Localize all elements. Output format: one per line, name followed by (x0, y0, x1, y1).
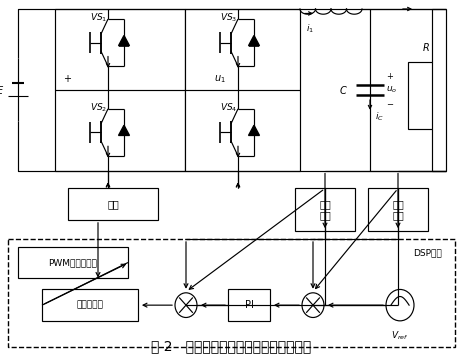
Text: $VS_2$: $VS_2$ (90, 102, 107, 114)
Text: $VS_4$: $VS_4$ (220, 102, 238, 114)
Polygon shape (119, 36, 130, 46)
Text: $u_1$: $u_1$ (214, 74, 226, 85)
Text: 电压
采样: 电压 采样 (392, 199, 404, 220)
Text: $C$: $C$ (339, 84, 348, 96)
Bar (8, 239, 455, 347)
Text: 图 2   逆变器等效电路及其控制策略框图: 图 2 逆变器等效电路及其控制策略框图 (151, 339, 312, 353)
Bar (18, 247, 128, 278)
Text: $VS_1$: $VS_1$ (90, 12, 107, 24)
Text: 电流
采样: 电流 采样 (319, 199, 331, 220)
Text: PI: PI (244, 300, 253, 310)
Text: $i_1$: $i_1$ (306, 22, 314, 35)
Bar (408, 62, 432, 129)
Text: $V_{ref}$: $V_{ref}$ (391, 330, 409, 342)
Text: $E$: $E$ (0, 84, 4, 96)
Bar (228, 289, 270, 321)
Text: 无差拍控制: 无差拍控制 (76, 300, 103, 310)
Text: $R$: $R$ (422, 41, 430, 53)
Bar (55, 9, 185, 171)
Bar (68, 188, 158, 220)
Text: 驱动: 驱动 (107, 199, 119, 209)
Polygon shape (119, 125, 130, 135)
Text: PWM波生成部分: PWM波生成部分 (49, 258, 97, 267)
Text: $VS_3$: $VS_3$ (220, 12, 238, 24)
Text: $i_C$: $i_C$ (375, 111, 384, 123)
Text: $+$: $+$ (63, 73, 72, 84)
Text: $+$: $+$ (386, 71, 394, 81)
Polygon shape (249, 36, 259, 46)
Bar (368, 188, 428, 231)
Polygon shape (249, 125, 259, 135)
Bar (185, 9, 300, 171)
Bar (42, 289, 138, 321)
Text: $-$: $-$ (386, 98, 394, 107)
Text: $u_o$: $u_o$ (386, 84, 397, 95)
Text: DSP实现: DSP实现 (413, 248, 441, 257)
Text: $i_o$: $i_o$ (406, 0, 414, 1)
Bar (295, 188, 355, 231)
